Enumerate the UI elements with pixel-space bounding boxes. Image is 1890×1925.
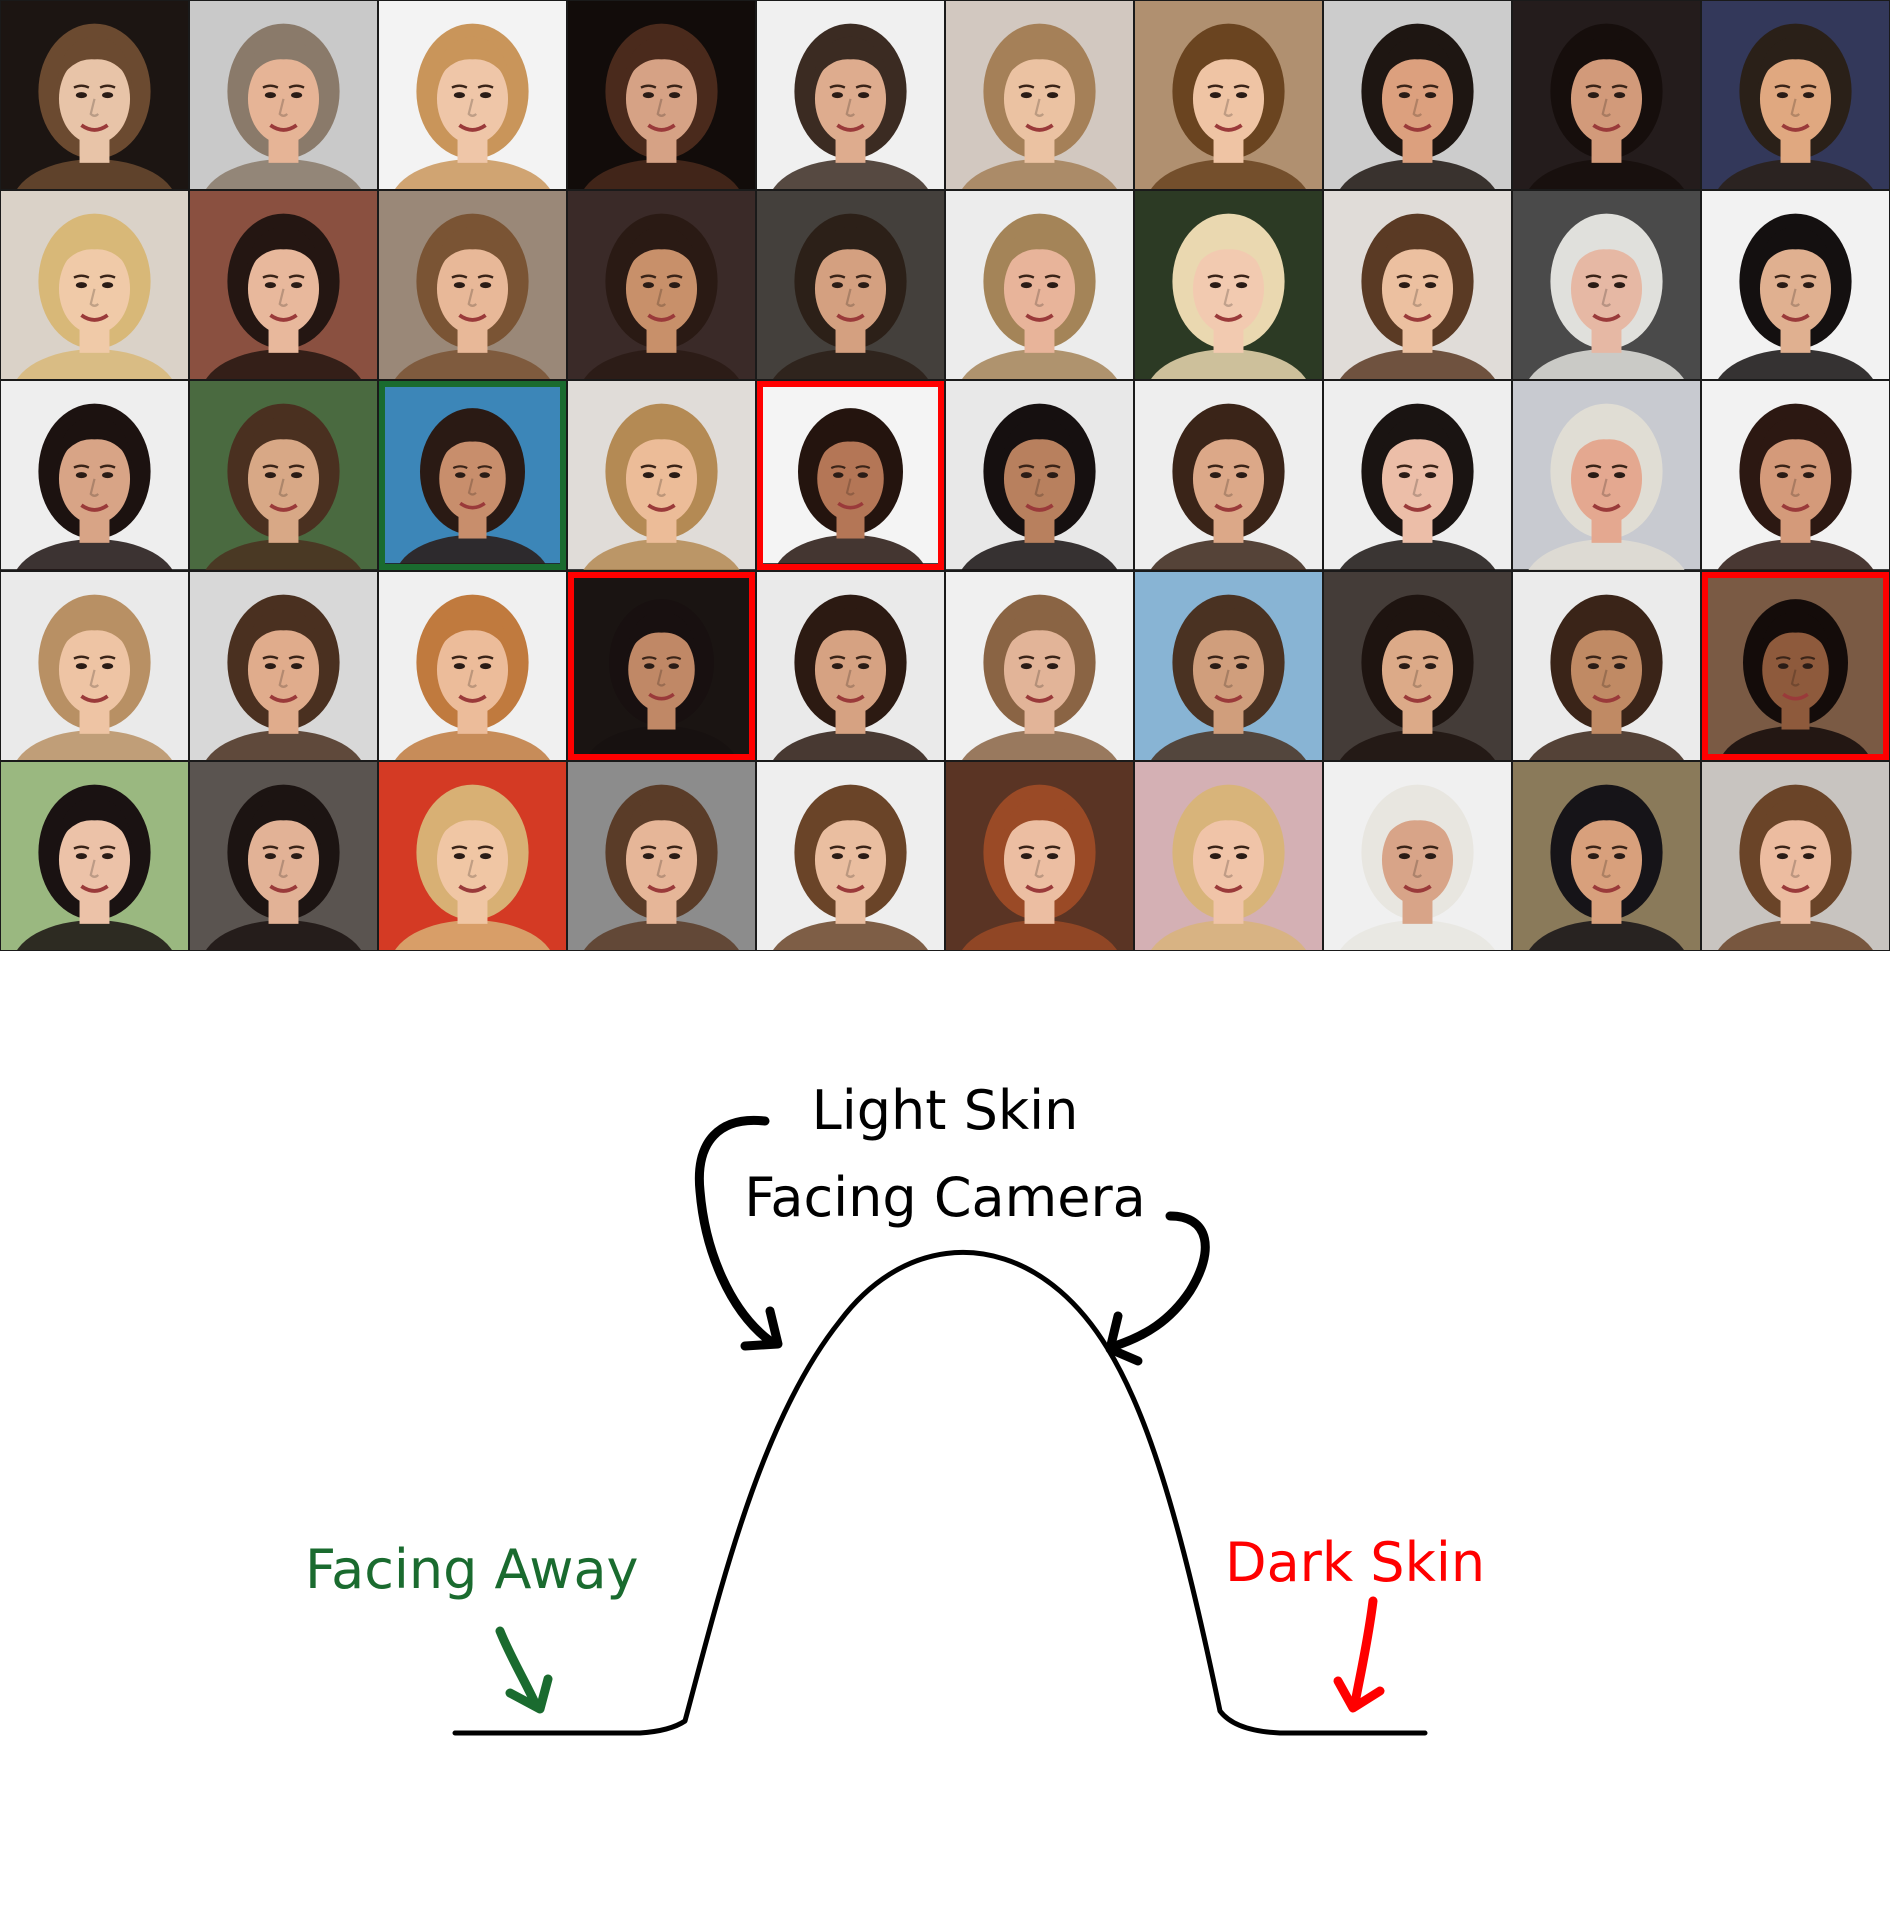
face-photo — [1324, 761, 1511, 950]
face-photo — [757, 761, 944, 950]
face-photo — [1324, 1, 1511, 190]
face-photo — [946, 1, 1133, 190]
face-photo — [190, 381, 377, 570]
face-photo — [1513, 1, 1700, 190]
face-photo — [190, 571, 377, 760]
face-photo — [1, 191, 188, 380]
face-photo — [1, 761, 188, 950]
left-arrowhead — [740, 1306, 783, 1351]
density-diagram: Light Skin Facing Camera Facing Away Dar… — [305, 1079, 1485, 1736]
light-skin-label: Light Skin — [812, 1079, 1079, 1142]
face-photo — [1, 1, 188, 190]
right-arrowhead — [1105, 1311, 1143, 1366]
face-photo — [379, 191, 566, 380]
left-curved-arrow — [694, 1115, 775, 1346]
face-photo — [1702, 1, 1889, 190]
face-photo — [757, 571, 944, 760]
face-photo — [379, 1, 566, 190]
face-photo — [1, 381, 188, 570]
face-photo — [757, 1, 944, 190]
face-photo — [1324, 191, 1511, 380]
face-photo — [1135, 1, 1322, 190]
face-photo — [568, 191, 755, 380]
face-photo — [1135, 761, 1322, 950]
dark-skin-arrow — [1350, 1596, 1378, 1708]
face-photo — [1513, 571, 1700, 760]
face-photo — [946, 761, 1133, 950]
face-photo — [1, 571, 188, 760]
right-curved-arrow — [1110, 1211, 1210, 1351]
face-photo — [946, 571, 1133, 760]
face-photo-highlighted — [1702, 571, 1889, 760]
face-photo — [1702, 191, 1889, 380]
face-photo — [1702, 761, 1889, 950]
facing-camera-label: Facing Camera — [744, 1166, 1145, 1229]
face-photo — [379, 761, 566, 950]
dark-skin-arrowhead — [1333, 1676, 1385, 1713]
face-photo — [1135, 191, 1322, 380]
face-photo — [1513, 381, 1700, 570]
face-grid — [0, 0, 1890, 951]
facing-away-arrow — [495, 1626, 540, 1708]
face-photo — [568, 381, 755, 570]
facing-away-arrowhead — [505, 1674, 553, 1714]
face-photo — [379, 571, 566, 760]
face-photo — [1702, 381, 1889, 570]
face-photo — [1135, 381, 1322, 570]
face-photo — [1324, 571, 1511, 760]
face-photo — [1324, 381, 1511, 570]
density-curve — [452, 1249, 1428, 1736]
dark-skin-label: Dark Skin — [1225, 1531, 1485, 1594]
face-photo-highlighted — [379, 381, 566, 570]
face-photo — [568, 1, 755, 190]
face-photo — [946, 381, 1133, 570]
face-photo — [190, 191, 377, 380]
face-photo — [190, 1, 377, 190]
face-photo-highlighted — [568, 571, 755, 760]
face-photo — [946, 191, 1133, 380]
face-photo — [1513, 761, 1700, 950]
face-photo — [190, 761, 377, 950]
face-photo — [1135, 571, 1322, 760]
face-photo — [757, 191, 944, 380]
face-photo — [568, 761, 755, 950]
face-photo-highlighted — [757, 381, 944, 570]
facing-away-label: Facing Away — [305, 1538, 639, 1601]
face-photo — [1513, 191, 1700, 380]
